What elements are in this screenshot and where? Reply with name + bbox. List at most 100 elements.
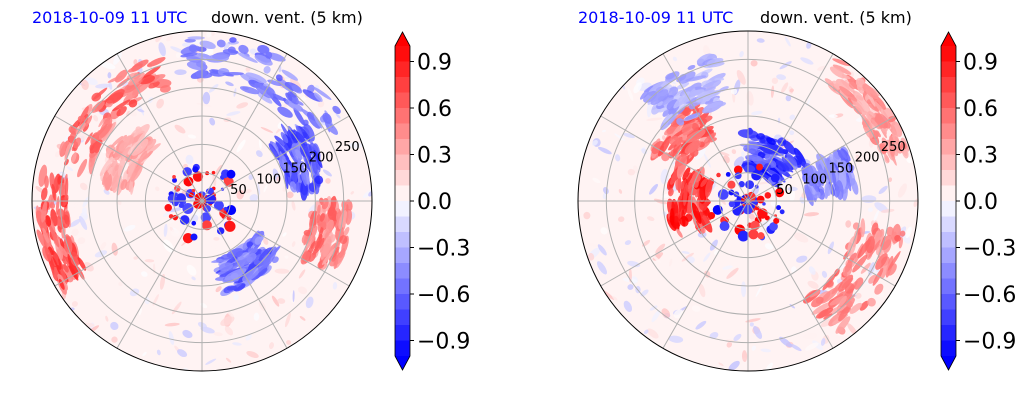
field-band-cell — [786, 152, 798, 167]
field-speckle — [105, 315, 109, 322]
field-speckle — [770, 85, 775, 98]
field-band-cell — [639, 85, 654, 100]
field-band-cell — [807, 175, 815, 187]
field-band-cell — [678, 73, 687, 81]
field-band-cell — [313, 149, 323, 169]
field-core-cell — [779, 209, 785, 215]
field-band-cell — [860, 218, 866, 238]
angular-gridline — [54, 115, 203, 202]
field-speckle — [144, 259, 155, 263]
colorbar-segment — [395, 123, 410, 140]
field-band-cell — [68, 265, 79, 281]
colorbar-segment — [941, 263, 956, 279]
field-speckle — [93, 114, 99, 122]
field-speckle — [726, 341, 733, 348]
field-speckle — [817, 65, 827, 71]
polar-grid — [32, 31, 372, 371]
field-speckle — [185, 154, 194, 165]
field-speckle — [781, 82, 789, 94]
field-speckle — [661, 308, 671, 319]
colorbar-segment — [395, 154, 410, 171]
field-core-cell — [774, 188, 785, 198]
radial-tick-label: 50 — [230, 183, 247, 198]
colorbar-segment — [395, 278, 410, 295]
field-speckle — [118, 281, 123, 287]
radial-tick-label: 250 — [335, 140, 360, 155]
field-speckle — [246, 350, 259, 358]
field-band-cell — [327, 206, 337, 220]
field-speckle — [755, 283, 764, 298]
field-band-cell — [42, 246, 52, 262]
field-band-cell — [868, 274, 878, 284]
field-speckle — [726, 267, 739, 279]
title-right: down. vent. (5 km) — [760, 8, 912, 27]
field-band-cell — [118, 154, 126, 177]
field-speckle — [660, 168, 669, 185]
angular-gridline — [201, 200, 350, 287]
angular-gridline — [747, 200, 896, 287]
field-speckle — [598, 146, 612, 155]
colorbar-segment — [941, 170, 956, 186]
colorbar-outline — [940, 31, 957, 371]
polar-panel-left: 2018-10-09 11 UTC down. vent. (5 km) 50 1… — [31, 8, 470, 372]
field-band-cell — [676, 82, 690, 90]
field-band-cell — [299, 163, 307, 187]
field-band-cell — [77, 158, 88, 178]
colorbar-segment — [941, 232, 956, 248]
field-band-cell — [45, 215, 52, 227]
field-band-cell — [143, 138, 157, 152]
field-band-cell — [743, 164, 756, 174]
field-band-cell — [312, 237, 325, 256]
field-band-cell — [766, 142, 787, 154]
colorbar-segment — [395, 294, 410, 310]
field-speckle — [205, 358, 217, 365]
colorbar-segment — [395, 139, 410, 155]
field-speckle — [274, 268, 290, 274]
field-speckle — [624, 240, 632, 246]
field-band-cell — [229, 37, 237, 43]
field-band-cell — [316, 213, 321, 224]
field-speckle — [718, 362, 724, 367]
field-band-cell — [846, 176, 852, 192]
field-speckle — [152, 294, 159, 306]
field-band-cell — [674, 153, 687, 167]
radial-tick-label: 150 — [283, 161, 308, 176]
field-band-cell — [296, 100, 304, 106]
field-band-cell — [274, 135, 289, 149]
field-band-cell — [684, 140, 701, 154]
field-speckle — [350, 191, 355, 195]
field-speckle — [215, 164, 223, 175]
field-speckle — [753, 325, 763, 339]
field-band-cell — [297, 125, 311, 141]
field-speckle — [236, 102, 249, 109]
field-speckle — [166, 35, 173, 42]
field-speckle — [733, 156, 744, 168]
field-speckle — [71, 301, 78, 307]
field-band-cell — [40, 187, 48, 201]
field-speckle — [79, 215, 88, 231]
field-speckle — [100, 61, 116, 70]
field-speckle — [741, 151, 745, 158]
field-core-cell — [745, 180, 755, 190]
field-core-cell — [200, 212, 212, 223]
field-band-cell — [829, 156, 836, 164]
field-band-cell — [280, 131, 289, 144]
field-speckle — [790, 343, 802, 352]
field-band-cell — [51, 250, 62, 270]
field-speckle — [789, 304, 796, 309]
field-band-cell — [222, 71, 244, 76]
field-speckle — [248, 155, 253, 170]
field-speckle — [263, 238, 269, 245]
field-speckle — [623, 132, 635, 139]
field-band-cell — [745, 154, 763, 162]
field-band-cell — [36, 229, 47, 249]
field-speckle — [291, 241, 296, 247]
colorbar-segment — [395, 232, 410, 248]
field-band-cell — [832, 58, 851, 67]
field-speckle — [233, 294, 239, 301]
angular-gridline — [747, 115, 896, 202]
field-speckle — [784, 36, 791, 47]
field-core-cell — [762, 202, 766, 206]
colorbar-outline — [394, 31, 411, 371]
field-band-cell — [127, 164, 135, 173]
